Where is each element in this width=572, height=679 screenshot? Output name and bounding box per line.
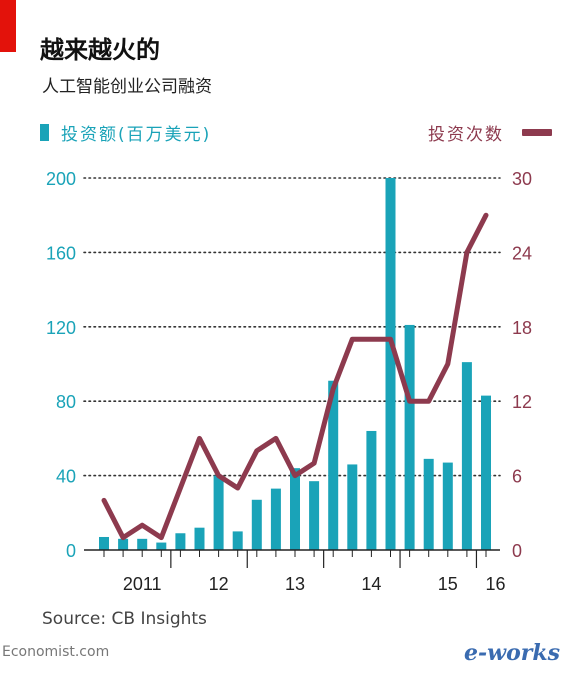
bar	[366, 430, 377, 550]
y-right-tick-label: 6	[512, 467, 522, 487]
bar	[309, 481, 320, 550]
bar	[251, 499, 262, 550]
bar	[461, 362, 472, 550]
chart-subtitle: 人工智能创业公司融资	[42, 77, 212, 97]
y-right-tick-label: 12	[512, 392, 532, 412]
bar	[175, 533, 186, 550]
red-accent-tab	[0, 0, 16, 52]
source-note: Source: CB Insights	[42, 609, 207, 629]
legend-bar-swatch	[40, 124, 49, 141]
x-tick-label: 14	[361, 574, 381, 594]
y-left-tick-label: 0	[66, 541, 76, 561]
x-tick-label: 2011	[123, 574, 162, 594]
y-left-tick-label: 40	[56, 467, 76, 487]
bar	[347, 464, 358, 550]
x-tick-label: 13	[285, 574, 305, 594]
bar	[385, 178, 396, 550]
bar	[137, 538, 148, 550]
y-right-tick-label: 0	[512, 541, 522, 561]
legend-investment-count: 投资次数	[428, 120, 552, 145]
legend-investment-amount: 投资额(百万美元)	[40, 120, 211, 145]
x-tick-label: 16	[486, 574, 506, 594]
bar	[232, 531, 243, 550]
bar	[481, 395, 491, 550]
bar	[156, 542, 167, 550]
x-tick-label: 15	[438, 574, 458, 594]
bar	[404, 324, 415, 550]
y-right-tick-label: 30	[512, 169, 532, 189]
bar	[328, 380, 339, 550]
bar	[423, 458, 434, 550]
eworks-logo: e-works	[464, 640, 560, 666]
bar	[118, 538, 129, 550]
y-left-tick-label: 200	[46, 169, 76, 189]
chart-title: 越来越火的	[40, 36, 160, 64]
legend-line-swatch	[522, 129, 552, 136]
y-left-tick-label: 160	[46, 243, 76, 263]
bar	[442, 462, 453, 550]
legend-left-label: 投资额(百万美元)	[61, 125, 212, 145]
bar	[194, 527, 205, 550]
y-right-tick-label: 18	[512, 318, 532, 338]
y-right-tick-label: 24	[512, 243, 532, 263]
x-tick-label: 12	[209, 574, 229, 594]
legend-right-label: 投资次数	[428, 125, 504, 145]
y-left-tick-label: 80	[56, 392, 76, 412]
publisher-credit: Economist.com	[2, 644, 110, 660]
bar	[213, 475, 224, 550]
bar	[99, 536, 109, 550]
y-left-tick-label: 120	[46, 318, 76, 338]
bar	[270, 488, 281, 550]
bar	[290, 468, 300, 550]
